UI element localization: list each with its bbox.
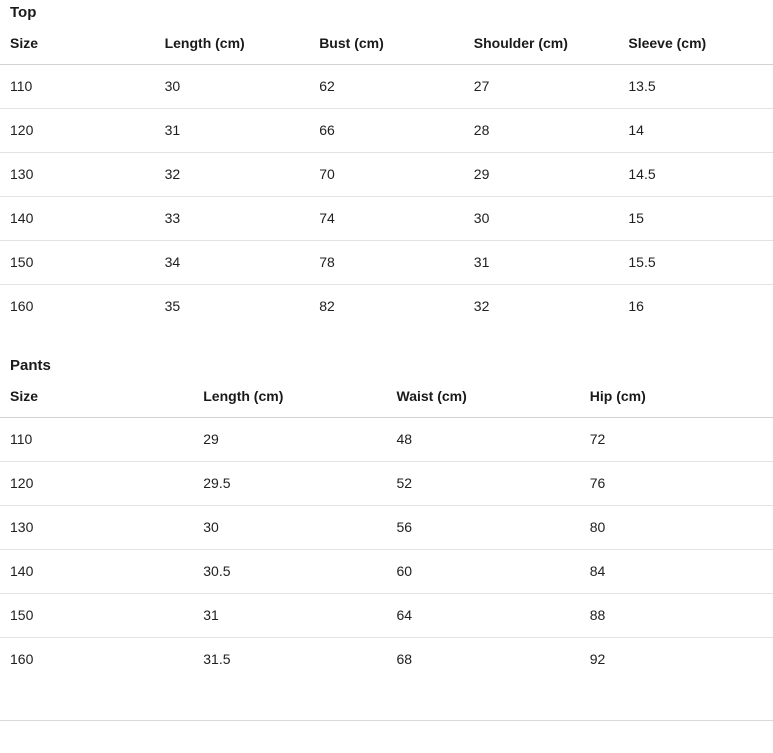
table-cell: 33 xyxy=(154,195,310,240)
top-section-title: Top xyxy=(10,4,37,21)
table-cell: 110 xyxy=(10,431,33,447)
table-cell: 31 xyxy=(193,592,387,637)
column-header: Sleeve (cm) xyxy=(618,23,773,65)
table-cell: 16 xyxy=(618,283,773,328)
table-cell: 56 xyxy=(386,504,580,549)
table-cell: 88 xyxy=(579,592,773,637)
table-cell: 15 xyxy=(618,195,773,240)
column-header: Waist (cm) xyxy=(386,376,580,418)
table-cell: 78 xyxy=(309,239,464,284)
table-cell: 92 xyxy=(579,636,773,681)
size-chart-page: Top Size Length (cm) Bust (cm) Shoulder (cm… xyxy=(0,0,773,721)
table-cell: 76 xyxy=(579,460,773,505)
table-cell: 27 xyxy=(473,78,490,94)
table-cell: 140 xyxy=(0,548,194,593)
pants-section-title: Pants xyxy=(10,357,51,374)
table-cell: 72 xyxy=(589,431,606,447)
table-cell: 32 xyxy=(154,151,310,196)
table-row: 120 29.5 52 76 xyxy=(0,460,773,505)
table-cell: 52 xyxy=(386,460,580,505)
table-row: 160 31.5 68 92 xyxy=(0,636,773,681)
table-row: 130 30 56 80 xyxy=(0,504,773,549)
table-cell: 160 xyxy=(0,636,194,681)
column-header: Size xyxy=(0,23,155,65)
section-divider xyxy=(0,720,773,721)
table-cell: 140 xyxy=(0,195,155,240)
table-cell: 130 xyxy=(0,151,155,196)
column-header: Shoulder (cm) xyxy=(463,23,619,65)
table-cell: 30 xyxy=(193,504,387,549)
column-header: Size xyxy=(0,376,194,418)
table-row: 150 34 78 31 15.5 xyxy=(0,239,773,284)
table-cell: 30.5 xyxy=(193,548,387,593)
column-header: Bust (cm) xyxy=(309,23,464,65)
table-cell: 82 xyxy=(309,283,464,328)
table-cell: 31 xyxy=(463,239,619,284)
header-row: Size Length (cm) Bust (cm) Shoulder (cm) Sle… xyxy=(0,23,773,65)
table-cell: 34 xyxy=(154,239,310,284)
column-header: Length (cm) xyxy=(154,23,310,65)
table-cell: 31 xyxy=(154,107,310,152)
table-cell: 29.5 xyxy=(193,460,387,505)
table-row: 160 35 82 32 16 xyxy=(0,283,773,328)
table-cell: 30 xyxy=(463,195,619,240)
table-cell: 32 xyxy=(463,283,619,328)
column-header: Hip (cm) xyxy=(579,376,773,418)
table-cell: 35 xyxy=(154,283,310,328)
table-cell: 60 xyxy=(386,548,580,593)
table-cell: 70 xyxy=(309,151,464,196)
table-cell: 120 xyxy=(0,460,194,505)
top-size-section: Top Size Length (cm) Bust (cm) Shoulder (cm… xyxy=(0,0,773,328)
table-cell: 120 xyxy=(0,107,155,152)
table-cell: 84 xyxy=(579,548,773,593)
table-cell: 29 xyxy=(463,151,619,196)
column-header: Length (cm) xyxy=(193,376,387,418)
header-row: Size Length (cm) Waist (cm) Hip (cm) xyxy=(0,376,773,418)
table-cell: 130 xyxy=(0,504,194,549)
table-cell: 66 xyxy=(309,107,464,152)
table-cell: 64 xyxy=(386,592,580,637)
table-row: 140 30.5 60 84 xyxy=(0,548,773,593)
table-cell: 48 xyxy=(396,431,413,447)
table-cell: 68 xyxy=(386,636,580,681)
table-cell: 80 xyxy=(579,504,773,549)
top-size-table: Size Length (cm) Bust (cm) Shoulder (cm) Sle… xyxy=(0,23,773,328)
table-cell: 62 xyxy=(319,78,335,94)
table-row: 110 29 48 72 xyxy=(0,417,773,461)
table-cell: 150 xyxy=(0,592,194,637)
table-cell: 31.5 xyxy=(193,636,387,681)
table-cell: 14.5 xyxy=(618,151,773,196)
table-cell: 13.5 xyxy=(628,78,656,94)
table-cell: 30 xyxy=(164,78,181,94)
table-cell: 150 xyxy=(0,239,155,284)
table-cell: 28 xyxy=(463,107,619,152)
pants-size-section: Pants Size Length (cm) Waist (cm) Hip (cm) 1… xyxy=(0,353,773,681)
table-row: 130 32 70 29 14.5 xyxy=(0,151,773,196)
table-cell: 110 xyxy=(10,78,33,94)
table-row: 140 33 74 30 15 xyxy=(0,195,773,240)
table-cell: 160 xyxy=(0,283,155,328)
pants-size-table: Size Length (cm) Waist (cm) Hip (cm) 110 29 48… xyxy=(0,376,773,681)
table-row: 120 31 66 28 14 xyxy=(0,107,773,152)
table-cell: 74 xyxy=(309,195,464,240)
table-row: 150 31 64 88 xyxy=(0,592,773,637)
table-row: 110 30 62 27 13.5 xyxy=(0,64,773,108)
table-cell: 14 xyxy=(618,107,773,152)
table-cell: 29 xyxy=(203,431,219,447)
table-cell: 15.5 xyxy=(618,239,773,284)
